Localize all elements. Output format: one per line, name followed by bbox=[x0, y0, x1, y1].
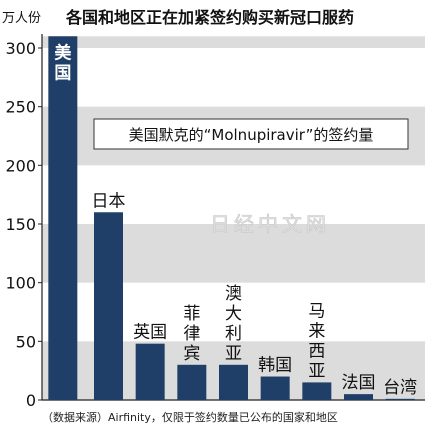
category-label: 英国 bbox=[133, 323, 167, 343]
bars bbox=[48, 36, 415, 401]
y-tick-label: 300 bbox=[5, 39, 36, 58]
category-label: 日本 bbox=[92, 191, 126, 211]
bar bbox=[219, 364, 248, 400]
bar bbox=[385, 398, 415, 400]
y-axis-unit-label: 万人份 bbox=[2, 11, 41, 26]
watermark: 日经中文网 bbox=[210, 212, 330, 236]
bar bbox=[135, 343, 165, 400]
source-note: （数据来源）Airfinity，仅限于签约数量已公布的国家和地区 bbox=[42, 410, 338, 424]
y-tick-label: 100 bbox=[5, 274, 36, 293]
category-label: 美国 bbox=[54, 42, 72, 83]
category-label: 台湾 bbox=[383, 378, 417, 398]
category-label: 法国 bbox=[342, 373, 376, 393]
y-tick-label: 50 bbox=[16, 332, 36, 351]
category-label: 澳大利亚 bbox=[225, 284, 242, 364]
bar bbox=[94, 212, 123, 400]
bar bbox=[48, 36, 78, 401]
annotation-box: 美国默克的“Molnupiravir”的签约量 bbox=[93, 118, 409, 150]
bar bbox=[344, 394, 373, 400]
bar bbox=[177, 364, 207, 400]
y-tick-label: 0 bbox=[26, 391, 36, 410]
category-label: 马来西亚 bbox=[308, 301, 325, 381]
category-label: 韩国 bbox=[258, 356, 292, 376]
category-label: 菲律宾 bbox=[183, 304, 200, 364]
bar bbox=[260, 376, 290, 400]
y-tick-label: 250 bbox=[5, 98, 36, 117]
y-tick-label: 150 bbox=[5, 215, 36, 234]
y-tick-label: 200 bbox=[5, 156, 36, 175]
chart-title: 各国和地区正在加紧签约购买新冠口服药 bbox=[65, 8, 354, 27]
bar bbox=[302, 382, 332, 400]
annotation-text: 美国默克的“Molnupiravir”的签约量 bbox=[129, 126, 374, 144]
grid-band bbox=[42, 36, 425, 48]
